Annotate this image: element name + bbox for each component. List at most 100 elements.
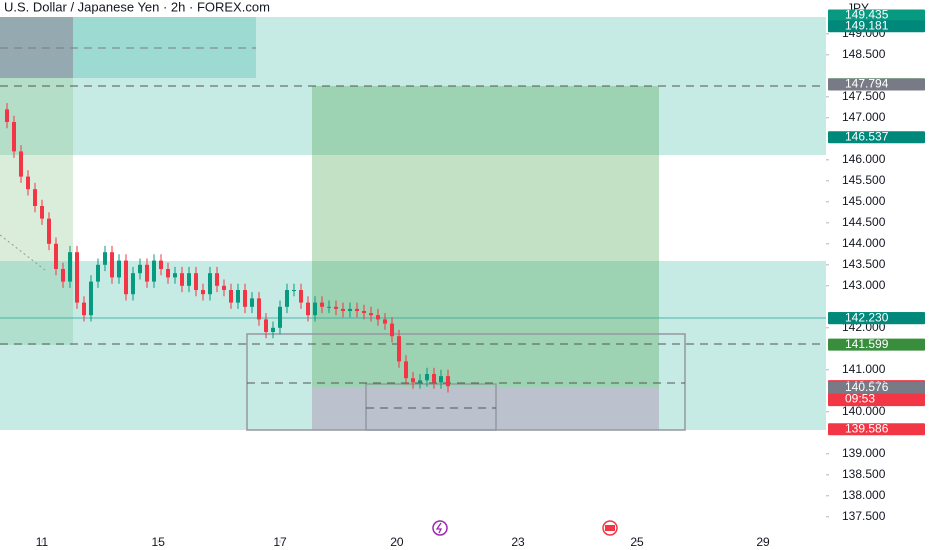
event-icons	[432, 520, 618, 536]
x-tick-label: 17	[273, 535, 287, 549]
candle-body	[355, 308, 359, 311]
target-zone	[312, 86, 659, 387]
y-tick-label: 144.000	[842, 236, 886, 250]
price-tag-label: 146.537	[845, 129, 889, 143]
candle-body	[215, 273, 219, 286]
candles	[5, 103, 450, 393]
candle-body	[292, 290, 296, 291]
candle-body	[257, 298, 261, 320]
candle-body	[348, 308, 352, 311]
candle-body	[173, 273, 177, 278]
y-tick-label: 137.500	[842, 509, 886, 523]
candle-body	[432, 374, 436, 383]
candle-body	[425, 374, 429, 381]
event-icon-glyph	[605, 525, 615, 531]
candle-body	[250, 298, 254, 307]
demand-zone	[0, 261, 826, 430]
y-tick-label: 138.500	[842, 467, 886, 481]
candle-body	[411, 378, 415, 383]
candle-body	[103, 252, 107, 265]
candle-body	[110, 252, 114, 278]
candle-body	[47, 218, 51, 244]
price-tag-label: 139.586	[845, 421, 889, 435]
y-tick-label: 140.000	[842, 404, 886, 418]
candle-body	[68, 252, 72, 282]
price-tag	[828, 131, 925, 144]
x-tick-label: 25	[630, 535, 644, 549]
x-tick-label: 29	[756, 535, 770, 549]
y-tick-label: 139.000	[842, 446, 886, 460]
candle-body	[243, 290, 247, 307]
candle-body	[285, 290, 289, 307]
y-tick-label: 145.500	[842, 173, 886, 187]
y-tick-label: 147.000	[842, 110, 886, 124]
candle-body	[299, 290, 303, 303]
y-tick-label: 148.500	[842, 47, 886, 61]
candle-body	[306, 302, 310, 316]
x-axis: 11 15 17 20 23 25 29	[36, 535, 770, 549]
candle-body	[145, 264, 149, 282]
candle-body	[383, 319, 387, 324]
candle-body	[166, 269, 170, 278]
candle-body	[362, 311, 366, 314]
candle-body	[222, 285, 226, 290]
candle-body	[40, 206, 44, 219]
chart-title: U.S. Dollar / Japanese Yen · 2h · FOREX.…	[4, 0, 270, 14]
price-tag-label: 147.794	[845, 77, 889, 91]
y-tick-label: 147.500	[842, 89, 886, 103]
candle-body	[117, 260, 121, 278]
y-tick-label: 143.000	[842, 278, 886, 292]
candle-body	[278, 306, 282, 328]
price-tag-label: 141.599	[845, 337, 889, 351]
price-tag-label: 142.230	[845, 310, 889, 324]
candle-body	[418, 380, 422, 383]
candle-body	[446, 376, 450, 387]
candle-body	[327, 306, 331, 308]
candle-body	[194, 273, 198, 290]
price-tag	[828, 381, 925, 394]
candle-body	[61, 269, 65, 282]
event-icon[interactable]	[432, 520, 448, 536]
candle-body	[33, 189, 37, 206]
y-tick-label: 138.000	[842, 488, 886, 502]
candle-body	[152, 260, 156, 282]
candle-body	[124, 260, 128, 295]
candle-body	[138, 264, 142, 274]
y-tick-label: 145.000	[842, 194, 886, 208]
candle-body	[320, 302, 324, 307]
candle-body	[390, 323, 394, 337]
inner-box	[365, 383, 497, 431]
event-icon-glyph	[435, 522, 443, 534]
candle-body	[439, 376, 443, 383]
candle-body	[54, 243, 58, 269]
candle-body	[397, 336, 401, 362]
price-tag	[828, 338, 925, 351]
price-tags: 149.435149.181147.798147.794146.537142.2…	[828, 8, 925, 435]
price-tag-sub: 09:53	[845, 391, 875, 405]
candle-body	[376, 315, 380, 320]
candle-body	[271, 327, 275, 332]
candle-body	[334, 306, 338, 309]
price-tag	[828, 78, 925, 91]
price-tag	[828, 312, 925, 325]
price-tag-label: 149.181	[845, 18, 889, 32]
price-tag-label: 140.576	[845, 380, 889, 394]
candle-body	[201, 290, 205, 295]
price-tag-label: 149.435	[845, 8, 889, 22]
y-tick-label: 146.000	[842, 152, 886, 166]
zones	[0, 17, 826, 431]
candle-body	[82, 302, 86, 316]
candle-body	[229, 290, 233, 303]
x-tick-label: 11	[36, 535, 49, 549]
x-tick-label: 23	[511, 535, 525, 549]
candle-body	[369, 313, 373, 316]
candle-body	[264, 319, 268, 332]
y-tick-label: 143.500	[842, 257, 886, 271]
price-tag	[828, 20, 925, 33]
candle-body	[187, 273, 191, 286]
price-tag	[828, 9, 925, 22]
y-axis: 137.500 138.000 138.500 139.000 140.000 141.0…	[826, 26, 886, 523]
candle-body	[159, 260, 163, 269]
y-tick-label: 141.000	[842, 362, 886, 376]
